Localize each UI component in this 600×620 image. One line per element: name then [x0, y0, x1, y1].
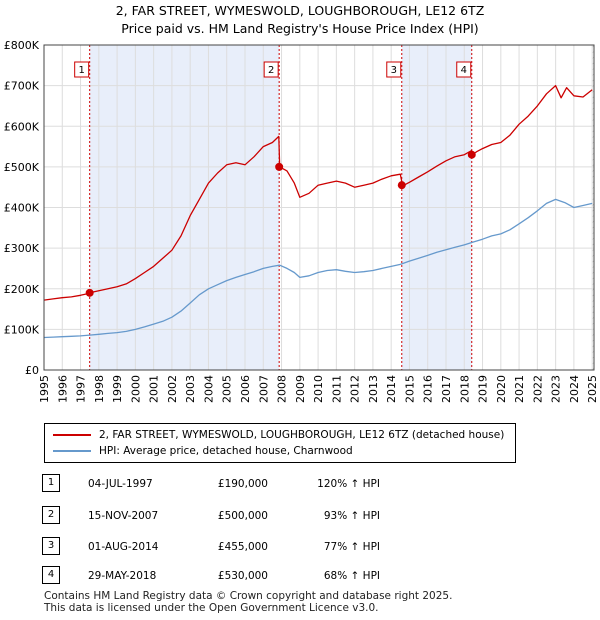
sale-price: £500,000	[217, 510, 268, 522]
x-tick-label: 2013	[367, 375, 380, 403]
x-tick-label: 1995	[38, 375, 51, 403]
sale-label: 4	[461, 65, 467, 76]
sale-point	[85, 288, 94, 297]
sale-row: 3 01-AUG-2014 £455,000 77% ↑ HPI	[0, 537, 600, 557]
x-tick-label: 1999	[111, 375, 124, 403]
x-tick-label: 2024	[568, 375, 581, 403]
x-tick-label: 1997	[75, 375, 88, 403]
x-tick-label: 2011	[330, 375, 343, 403]
y-tick-label: £300K	[4, 242, 40, 255]
x-tick-label: 2008	[276, 375, 289, 403]
sale-label-box	[74, 61, 90, 78]
sale-number: 3	[42, 537, 60, 555]
y-tick-label: £0	[25, 364, 39, 377]
sale-hpi-change: 93% ↑ HPI	[323, 510, 380, 522]
chart-legend: 2, FAR STREET, WYMESWOLD, LOUGHBOROUGH, …	[44, 423, 516, 463]
sale-date: 04-JUL-1997	[88, 478, 153, 490]
sale-date: 01-AUG-2014	[88, 541, 159, 553]
x-tick-label: 2000	[129, 375, 142, 403]
y-tick-label: £800K	[4, 39, 40, 52]
x-tick-label: 2023	[550, 375, 563, 403]
sale-label: 2	[268, 65, 274, 76]
x-tick-label: 2016	[422, 375, 435, 403]
sale-label-box	[456, 61, 472, 78]
x-tick-label: 2004	[202, 375, 215, 403]
chart-title: 2, FAR STREET, WYMESWOLD, LOUGHBOROUGH, …	[115, 3, 485, 18]
x-tick-label: 1996	[56, 375, 69, 403]
x-tick-label: 2003	[184, 375, 197, 403]
x-tick-label: 2015	[403, 375, 416, 403]
sale-point	[467, 150, 476, 159]
x-tick-label: 2002	[166, 375, 179, 403]
sale-hpi-change: 77% ↑ HPI	[323, 541, 380, 553]
y-tick-label: £400K	[4, 202, 40, 215]
sale-hpi-change: 120% ↑ HPI	[317, 478, 380, 490]
sale-number: 2	[42, 506, 60, 524]
series-line-hpi	[43, 198, 593, 339]
x-tick-label: 2025	[586, 375, 599, 403]
x-tick-label: 2020	[495, 375, 508, 403]
legend-label-property: 2, FAR STREET, WYMESWOLD, LOUGHBOROUGH, …	[99, 429, 505, 441]
sale-hpi-change: 68% ↑ HPI	[323, 570, 380, 582]
sale-number: 1	[42, 474, 60, 492]
x-tick-label: 2010	[312, 375, 325, 403]
sale-row: 1 04-JUL-1997 £190,000 120% ↑ HPI	[0, 474, 600, 494]
y-tick-label: £100K	[4, 323, 40, 336]
x-tick-label: 2017	[440, 375, 453, 403]
sale-row: 4 29-MAY-2018 £530,000 68% ↑ HPI	[0, 566, 600, 586]
footer-licence: This data is licensed under the Open Gov…	[44, 602, 379, 614]
y-tick-label: £700K	[4, 80, 40, 93]
x-tick-label: 2007	[257, 375, 270, 403]
sale-point	[397, 181, 406, 190]
x-tick-label: 2001	[148, 375, 161, 403]
x-tick-label: 2006	[239, 375, 252, 403]
plot-frame	[43, 44, 595, 371]
x-tick-label: 2005	[221, 375, 234, 403]
x-tick-label: 2019	[477, 375, 490, 403]
sale-label: 3	[391, 65, 397, 76]
sale-point	[275, 162, 284, 171]
sale-date: 29-MAY-2018	[88, 570, 157, 582]
legend-swatch-hpi	[53, 450, 91, 452]
x-tick-label: 2018	[458, 375, 471, 403]
legend-item-property: 2, FAR STREET, WYMESWOLD, LOUGHBOROUGH, …	[53, 427, 504, 443]
series-line-property	[43, 84, 593, 301]
chart-subtitle: Price paid vs. HM Land Registry's House …	[121, 21, 479, 36]
y-tick-label: £600K	[4, 120, 40, 133]
x-tick-label: 2012	[349, 375, 362, 403]
legend-swatch-property	[53, 434, 91, 436]
sale-label: 1	[78, 65, 84, 76]
y-tick-label: £500K	[4, 161, 40, 174]
sale-label-box	[263, 61, 279, 78]
footer-copyright: Contains HM Land Registry data © Crown c…	[44, 590, 453, 602]
x-tick-label: 2009	[294, 375, 307, 403]
sale-price: £190,000	[217, 478, 268, 490]
sale-label-box	[386, 61, 402, 78]
sale-row: 2 15-NOV-2007 £500,000 93% ↑ HPI	[0, 506, 600, 526]
sale-number: 4	[42, 566, 60, 584]
legend-item-hpi: HPI: Average price, detached house, Char…	[53, 443, 353, 459]
price-chart: 1 2 3 4 £0 £100K £200K £300K £400K £500K £600K £700…	[4, 39, 599, 403]
y-tick-label: £200K	[4, 283, 40, 296]
x-tick-label: 2014	[385, 375, 398, 403]
sale-price: £455,000	[217, 541, 268, 553]
x-tick-label: 2021	[513, 375, 526, 403]
sale-price: £530,000	[217, 570, 268, 582]
x-tick-label: 1998	[93, 375, 106, 403]
x-tick-label: 2022	[531, 375, 544, 403]
sale-date: 15-NOV-2007	[88, 510, 159, 522]
legend-label-hpi: HPI: Average price, detached house, Char…	[99, 445, 353, 457]
